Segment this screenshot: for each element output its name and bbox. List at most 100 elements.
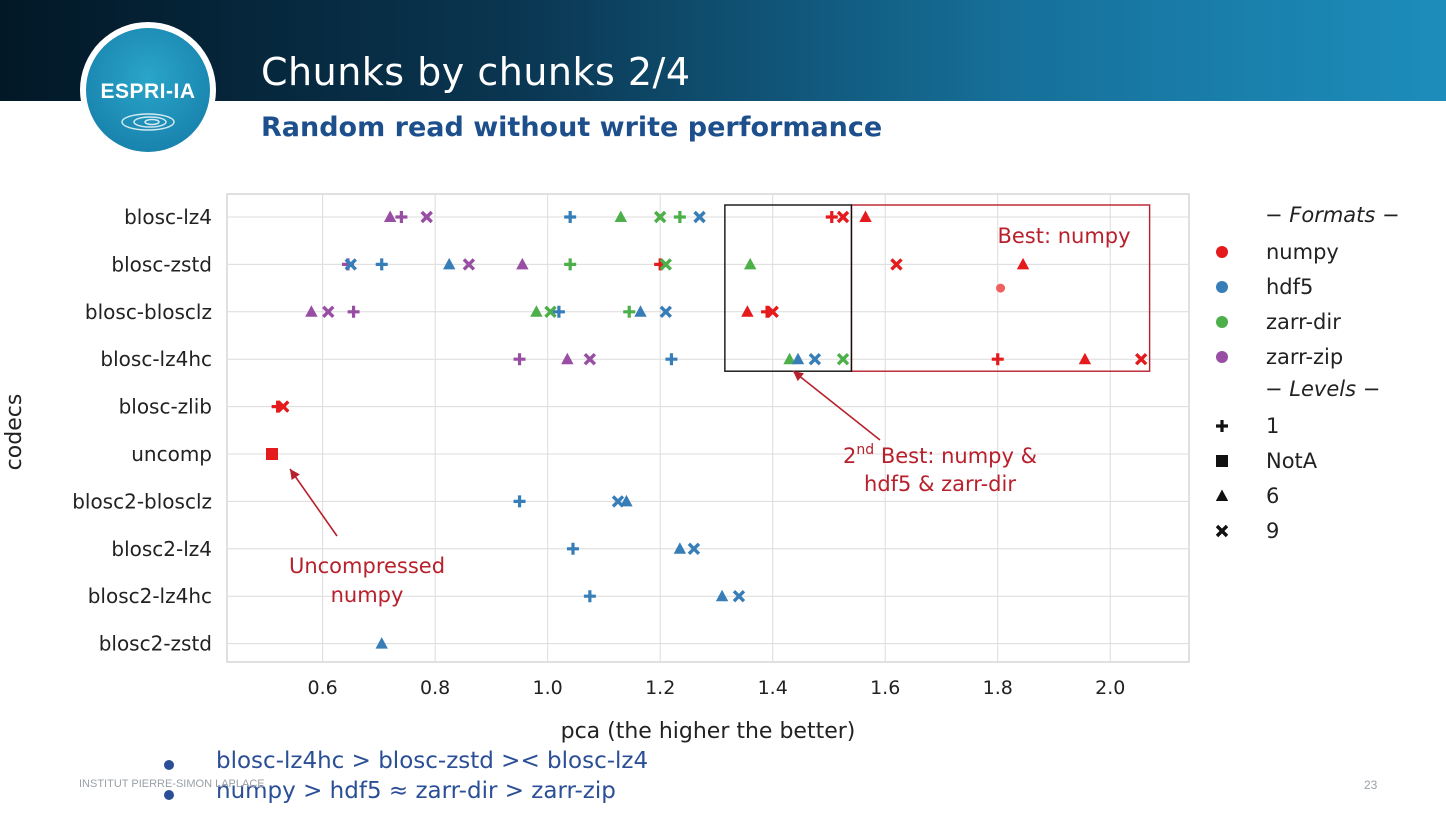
data-point [375,258,388,271]
data-point [783,352,796,365]
data-point [673,542,687,554]
data-point [1016,257,1030,270]
data-point [552,305,565,318]
second-best-arrow-head [793,371,804,382]
data-point [344,258,357,271]
legend-formats-title: − Formats − [1265,203,1400,227]
x-tick-label: 0.6 [308,677,338,699]
y-tick-label: uncomp [131,442,212,466]
y-tick-label: blosc-zlib [119,395,212,419]
legend-level-label: 9 [1266,519,1279,543]
data-point [693,210,706,224]
data-point [623,305,636,318]
data-point [583,590,596,603]
data-point [825,211,838,223]
data-point [266,448,279,460]
legend-format-label: zarr-zip [1266,345,1343,369]
data-point [561,352,574,365]
legend-level-marker [1216,420,1228,432]
data-point [583,352,597,366]
data-point [715,589,729,602]
uncompressed-arrow-head [290,469,300,481]
data-point [836,352,850,366]
data-point [322,305,335,319]
data-point [566,542,579,555]
uncompressed-arrow [289,468,338,537]
data-point [741,305,754,317]
legend-level-label: NotA [1266,449,1318,473]
data-point [516,257,529,270]
data-point [890,258,903,271]
swirl-icon [121,113,175,131]
y-tick-label: blosc2-lz4 [111,537,212,561]
data-point [687,542,701,556]
legend-format-label: zarr-dir [1266,310,1341,334]
second-best-box [724,204,853,372]
x-axis-label: pca (the higher the better) [561,719,856,744]
x-tick-label: 0.8 [420,677,450,699]
y-axis-label: codecs [2,394,27,471]
data-point [1134,352,1148,366]
bullet-dot [164,760,174,770]
logo-text: ESPRI-IA [100,80,196,103]
data-point [766,305,779,319]
legend-level-marker [1216,455,1228,467]
data-point [305,305,318,317]
data-point [544,305,557,319]
legend-format-marker [1216,281,1228,293]
data-point [743,257,757,270]
espri-ia-logo: ESPRI-IA [80,22,216,158]
y-tick-label: blosc-zstd [111,252,212,276]
data-point [513,495,526,508]
x-tick-label: 1.8 [983,677,1013,699]
y-tick-label: blosc-lz4 [124,205,212,229]
bullet-dot [164,790,174,800]
legend-format-marker [1216,316,1228,328]
data-point [513,353,526,366]
data-point [375,637,388,649]
data-point [420,210,433,224]
uncompressed-annotation: Uncompressed [289,554,445,578]
y-tick-label: blosc-blosclz [85,300,212,324]
data-point [614,210,628,222]
best-annotation: Best: numpy [997,224,1130,248]
legend-level-label: 1 [1266,414,1279,438]
data-point [634,305,647,317]
data-point [1078,352,1092,365]
footer-institute: INSTITUT PIERRE-SIMON LAPLACE [79,778,265,790]
data-point [653,210,667,224]
page-title: Chunks by chunks 2/4 [261,50,691,94]
data-point [620,494,633,507]
logo-circle: ESPRI-IA [86,28,210,152]
header-band [0,0,1446,101]
data-point [443,257,456,270]
x-tick-label: 1.4 [758,677,788,699]
legend-format-marker [1216,246,1228,258]
data-point [564,258,577,271]
data-point [530,305,543,317]
bullet-text-codecs: blosc-lz4hc > blosc-zstd >< blosc-lz4 [216,748,649,774]
page-number: 23 [1364,778,1378,792]
data-point [996,283,1006,293]
data-point [732,589,746,603]
page-subtitle: Random read without write performance [261,112,883,143]
data-point [991,353,1004,366]
legend-levels-title: − Levels − [1265,377,1380,401]
data-point [277,400,290,413]
x-tick-label: 1.6 [870,677,900,699]
uncompressed-annotation-line2: numpy [331,583,404,607]
legend-format-label: numpy [1266,240,1339,264]
y-tick-label: blosc2-lz4hc [88,584,212,608]
second-best-arrow [792,370,881,441]
data-point [665,353,678,366]
data-point [673,211,686,223]
second-best-annotation-line2: hdf5 & zarr-dir [864,472,1016,496]
data-point [659,258,673,271]
x-tick-label: 2.0 [1095,677,1125,699]
second-best-annotation: 2nd Best: numpy & [843,442,1037,468]
x-tick-label: 1.0 [533,677,563,699]
data-point [462,258,476,271]
legend-level-marker [1215,489,1229,501]
legend-level-marker [1215,524,1229,538]
